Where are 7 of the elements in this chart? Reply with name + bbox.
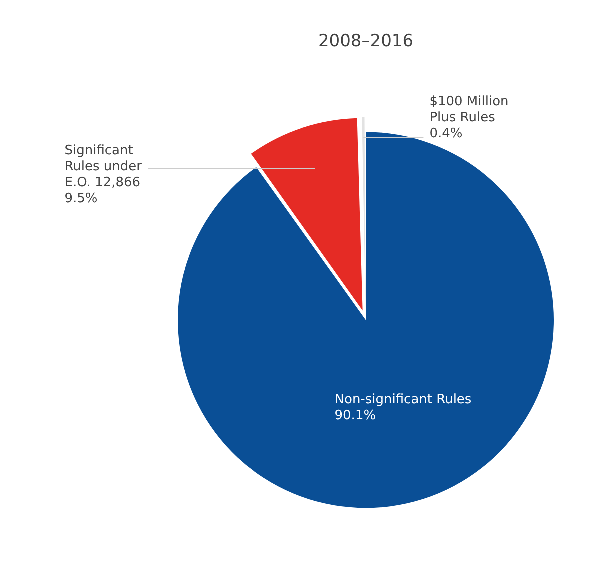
slice-label: Significant Rules under E.O. 12,866 (64, 144, 143, 191)
slice-label: $100 Million Plus Rules (430, 94, 509, 126)
slice-label: Non-significant Rules (334, 392, 472, 408)
data-label: 0.4% (430, 126, 463, 142)
data-label: 90.1% (334, 408, 376, 424)
chart-title: 2008–2016 (318, 32, 414, 52)
data-label: 9.5% (64, 192, 98, 207)
